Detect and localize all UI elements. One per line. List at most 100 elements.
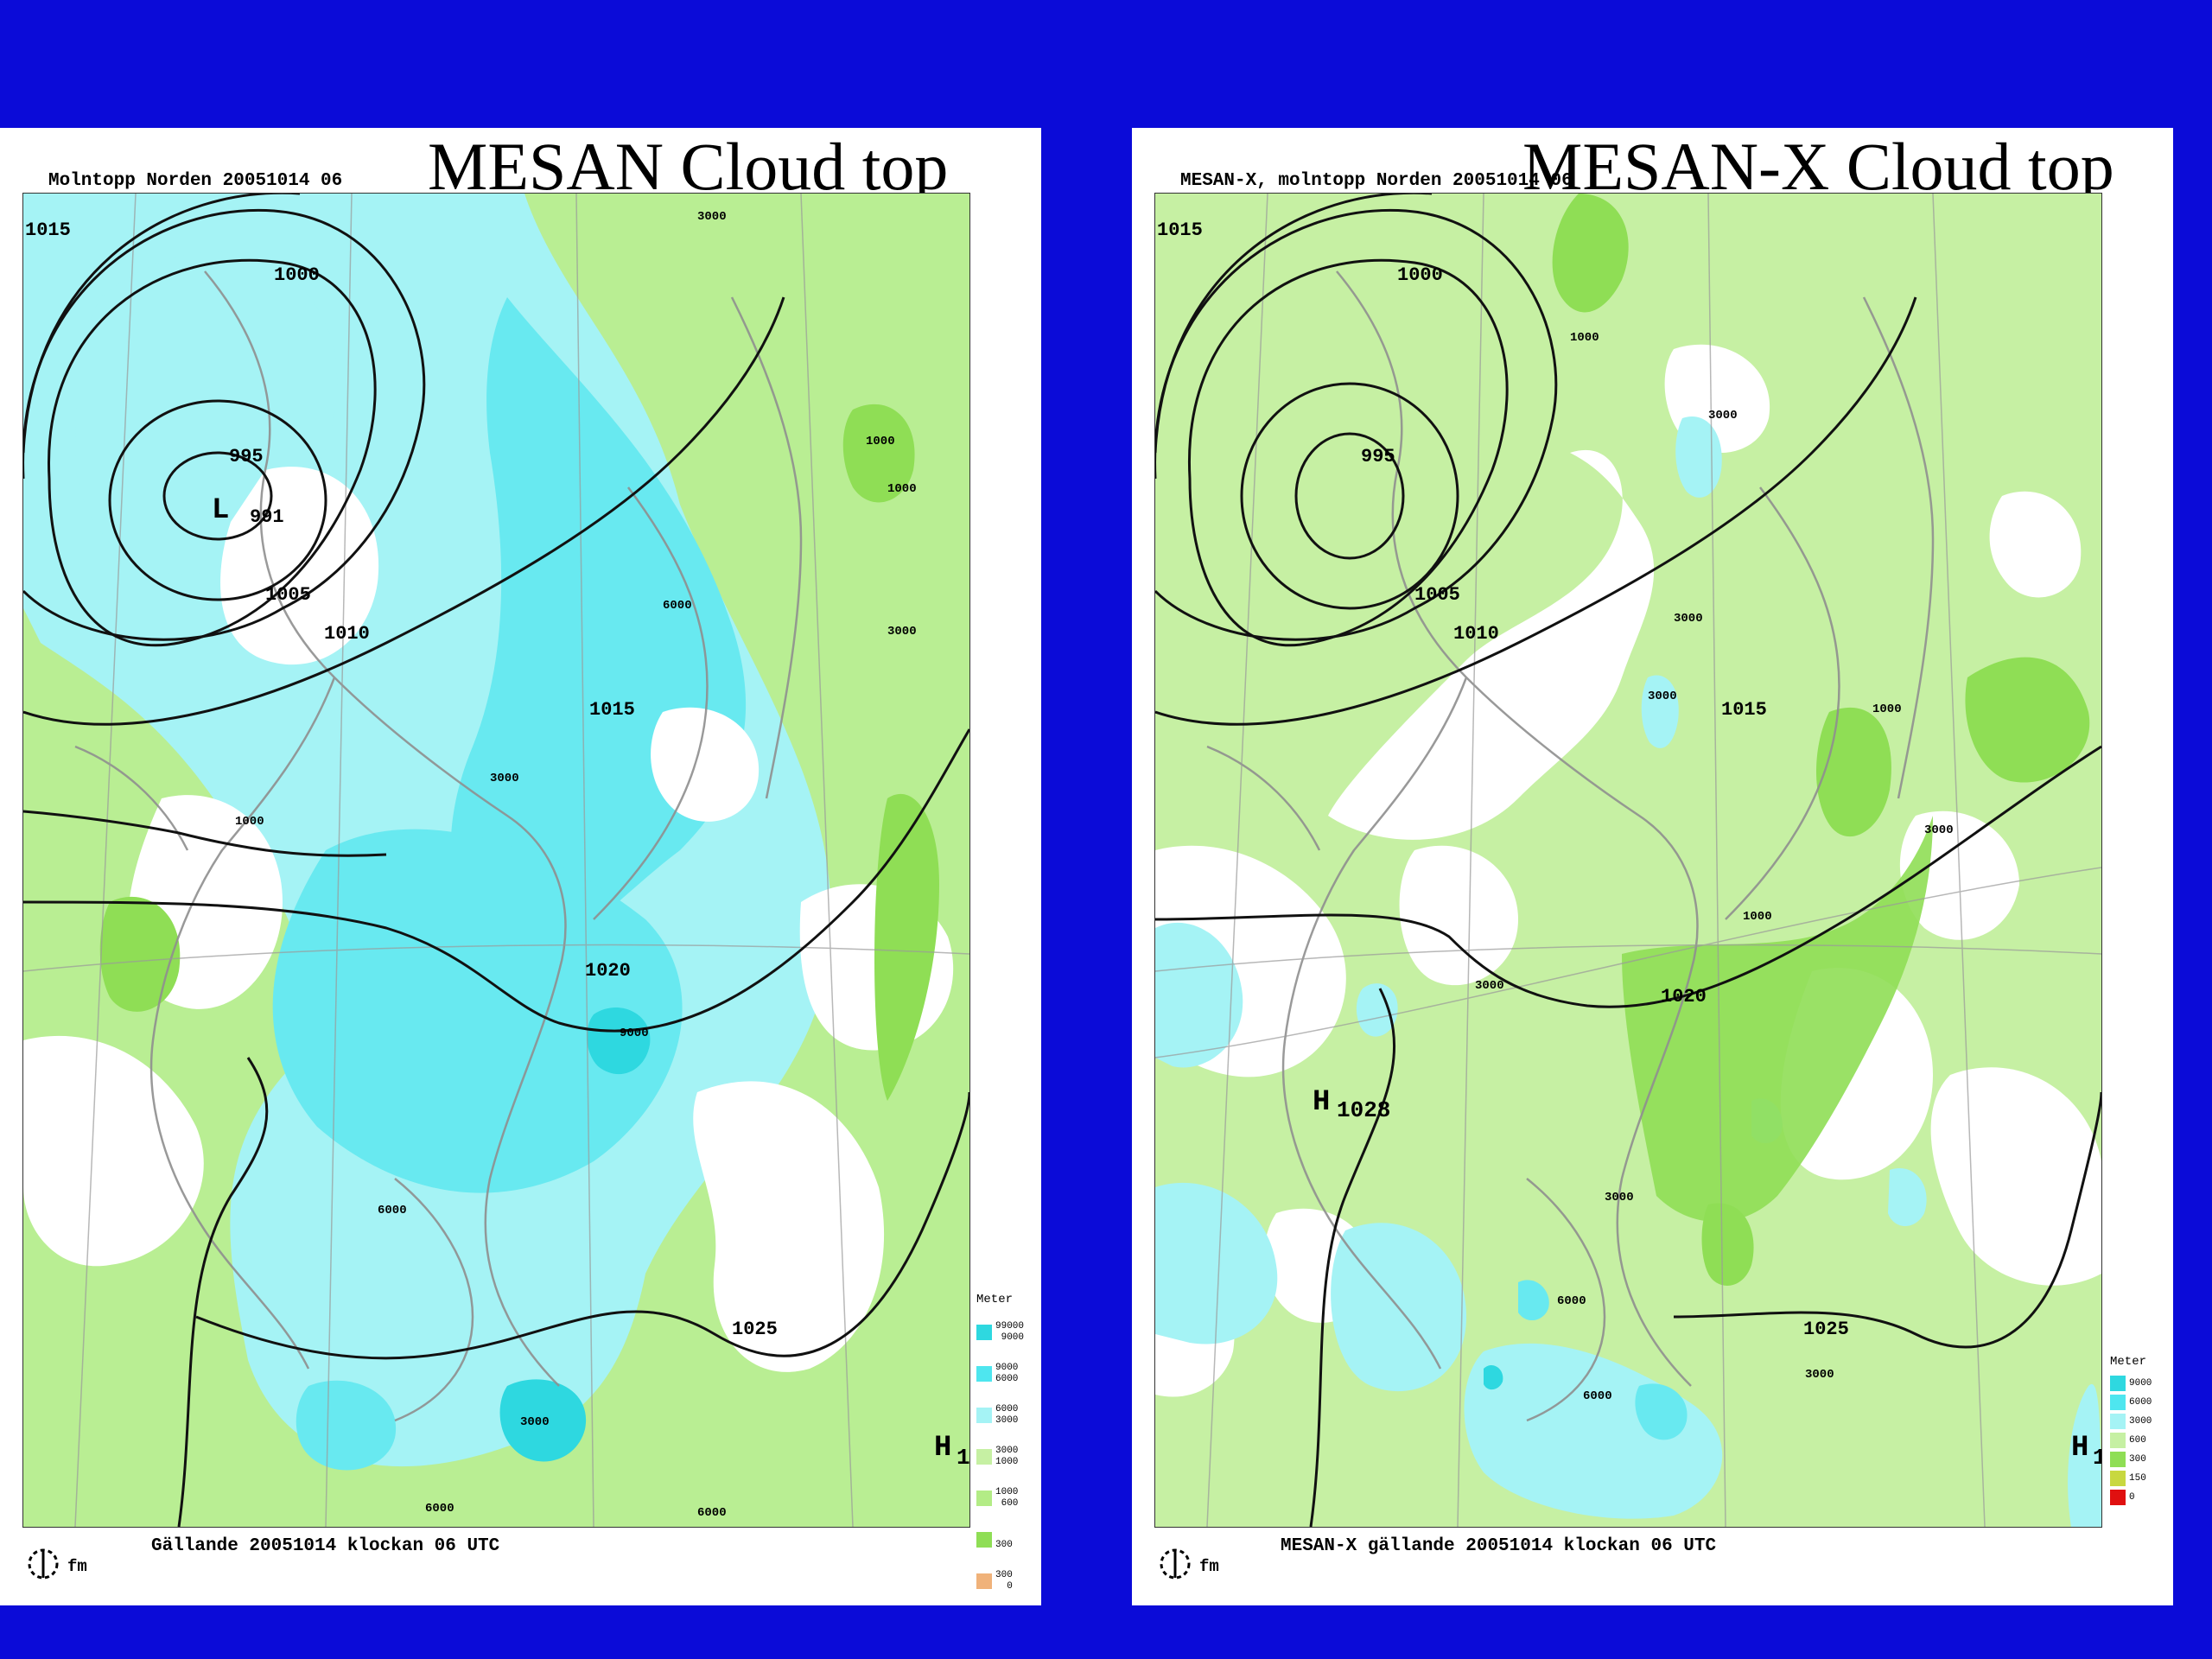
left-map-graphic: L 991 H 1026 995 1000 1005 1010 1015 102… [23,194,969,1527]
legend-top: 6000 [995,1404,1019,1414]
isobar-label: 1005 [265,584,311,606]
legend-item: 3000 [2110,1412,2171,1431]
legend-bottom: 3000 [995,1415,1019,1426]
legend-item: 6000 3000 [976,1395,1037,1436]
legend-bottom: 300 [995,1540,1013,1550]
left-high-value: 1026 [957,1445,969,1471]
contour-label: 3000 [887,625,917,639]
contour-label: 6000 [378,1204,407,1217]
legend-item: 0 [2110,1488,2171,1507]
left-legend: Meter 99000 9000 9000 6000 6000 3000 3000 10… [976,1293,1037,1602]
contour-label: 3000 [490,772,519,785]
legend-top: 300 [995,1570,1013,1580]
legend-item: 6000 [2110,1393,2171,1412]
isobar-label: 1020 [585,960,631,982]
legend-bottom: 1000 [995,1457,1019,1467]
legend-top: 9000 [995,1363,1019,1373]
legend-swatch [2110,1471,2126,1486]
contour-label: 3000 [1605,1191,1634,1205]
legend-top: 99000 [995,1321,1025,1332]
right-high-label: H [2071,1432,2088,1465]
logo-text: fm [1199,1557,1219,1576]
legend-title: Meter [2110,1355,2147,1369]
isobar-label: 1005 [1414,584,1460,606]
contour-label: 1000 [1743,910,1772,924]
isobar-label: 1025 [1803,1319,1849,1340]
legend-item: 99000 9000 [976,1312,1037,1353]
isobar-label: 1015 [1721,699,1767,721]
legend-top: 1000 [995,1487,1019,1497]
right-sub-title: MESAN-X, molntopp Norden 20051014 06 [1180,171,1573,191]
contour-label: 6000 [697,1506,727,1520]
legend-swatch [2110,1376,2126,1391]
fmi-logo-icon [1160,1548,1191,1580]
legend-item: 9000 [2110,1374,2171,1393]
contour-label: 1000 [235,815,264,829]
isobar-label: 1025 [732,1319,778,1340]
legend-bottom: 9000 [2129,1377,2152,1389]
left-low-value: 991 [250,506,284,528]
legend-swatch [976,1366,992,1382]
isobar-label: 1015 [1157,219,1203,241]
legend-item: 1000 600 [976,1478,1037,1519]
contour-label: 9000 [620,1027,649,1040]
legend-swatch [976,1325,992,1340]
legend-bottom: 0 [1007,1581,1013,1592]
legend-swatch [976,1573,992,1589]
legend-bottom: 3000 [2129,1415,2152,1427]
legend-item: 300 [2110,1450,2171,1469]
legend-bottom: 6000 [2129,1396,2152,1408]
contour-label: 1000 [866,435,895,448]
legend-bottom: 600 [2129,1434,2146,1446]
legend-swatch [2110,1433,2126,1448]
legend-bottom: 6000 [995,1374,1019,1384]
contour-label: 3000 [1648,690,1677,703]
legend-bottom: 600 [1001,1498,1019,1509]
isobar-label: 1000 [1397,264,1443,286]
right-legend: Meter 9000 6000 3000 600 300 150 0 [2110,1355,2171,1507]
legend-item: 9000 6000 [976,1353,1037,1395]
isobar-label: 1020 [1661,986,1707,1007]
contour-label: 1000 [1872,702,1902,716]
legend-item: 600 [2110,1431,2171,1450]
contour-label: 1000 [887,482,917,496]
legend-swatch [976,1449,992,1465]
logo-text: fm [67,1557,87,1576]
legend-top: 3000 [995,1446,1019,1456]
isobar-label: 1010 [324,623,370,645]
right-high2-value: 1028 [1337,1097,1390,1123]
legend-title: Meter [976,1293,1014,1306]
legend-item: 3000 1000 [976,1436,1037,1478]
legend-bottom: 150 [2129,1472,2146,1484]
fmi-logo-icon [28,1548,59,1580]
right-map: H 1026 H 1028 995 1000 1005 1010 1015 10… [1154,193,2102,1528]
right-valid-time: MESAN-X gällande 20051014 klockan 06 UTC [1281,1536,1717,1556]
legend-swatch [2110,1490,2126,1505]
left-valid-time: Gällande 20051014 klockan 06 UTC [151,1536,500,1556]
contour-label: 1000 [1570,331,1599,345]
left-map: L 991 H 1026 995 1000 1005 1010 1015 102… [22,193,970,1528]
contour-label: 6000 [425,1502,454,1516]
left-sub-title: Molntopp Norden 20051014 06 [48,171,343,191]
isobar-label: 1000 [274,264,320,286]
legend-swatch [976,1408,992,1423]
right-map-panel: MESAN-X Cloud top MESAN-X, molntopp Nord… [1132,128,2173,1605]
contour-label: 3000 [1674,612,1703,626]
right-high-value: 1026 [2093,1445,2101,1471]
contour-label: 3000 [520,1415,550,1429]
right-big-title: MESAN-X Cloud top [1522,129,2114,204]
contour-label: 6000 [1583,1389,1612,1403]
right-map-graphic: H 1026 H 1028 995 1000 1005 1010 1015 10… [1155,194,2101,1527]
legend-swatch [2110,1414,2126,1429]
legend-swatch [2110,1395,2126,1410]
contour-label: 6000 [1557,1294,1586,1308]
legend-bottom: 9000 [1001,1332,1025,1343]
isobar-label: 995 [1361,446,1395,467]
left-map-panel: MESAN Cloud top Molntopp Norden 20051014… [0,128,1041,1605]
legend-item: 300 [976,1519,1037,1560]
legend-bottom: 300 [2129,1453,2146,1465]
contour-label: 3000 [1708,409,1738,423]
legend-swatch [976,1532,992,1548]
legend-item: 150 [2110,1469,2171,1488]
contour-label: 3000 [1805,1368,1834,1382]
